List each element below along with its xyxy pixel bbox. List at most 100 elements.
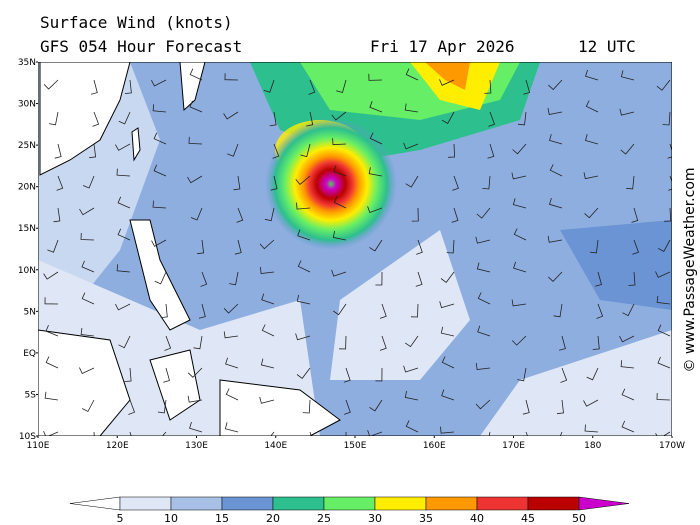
wind-barb bbox=[161, 431, 167, 436]
wind-barb bbox=[476, 262, 491, 273]
wind-barb bbox=[523, 79, 531, 95]
wind-barb bbox=[369, 101, 383, 113]
legend-swatch bbox=[221, 496, 274, 511]
wind-barb bbox=[92, 111, 100, 127]
wind-barb bbox=[517, 111, 527, 126]
wind-barb bbox=[259, 396, 275, 404]
wind-barb bbox=[476, 207, 491, 219]
wind-barb bbox=[448, 143, 456, 158]
wind-barb bbox=[151, 79, 167, 87]
wind-barb bbox=[189, 68, 203, 81]
lon-label: 140E bbox=[264, 441, 287, 451]
wind-barb bbox=[187, 175, 203, 184]
wind-barb bbox=[261, 324, 275, 337]
wind-barb bbox=[333, 165, 347, 177]
wind-barb bbox=[333, 196, 347, 209]
wind-barb bbox=[584, 207, 599, 219]
wind-barb bbox=[403, 142, 419, 150]
lat-label: 10N bbox=[18, 266, 36, 276]
wind-barb bbox=[198, 303, 206, 319]
title: Surface Wind (knots) bbox=[40, 13, 233, 32]
lat-label: 35N bbox=[18, 58, 36, 68]
wind-barb bbox=[124, 367, 132, 382]
wind-barb bbox=[344, 399, 351, 415]
wind-barb bbox=[306, 111, 314, 127]
lon-label: 130E bbox=[185, 441, 208, 451]
wind-barb bbox=[475, 362, 491, 370]
wind-barb bbox=[272, 143, 280, 159]
legend-label: 25 bbox=[317, 512, 331, 525]
wind-barb bbox=[596, 303, 604, 319]
wind-barb bbox=[517, 367, 527, 382]
wind-barb bbox=[451, 207, 459, 223]
wind-barb bbox=[475, 399, 491, 410]
wind-barb bbox=[656, 295, 671, 305]
wind-barb bbox=[187, 395, 203, 403]
wind-barb bbox=[586, 367, 599, 381]
wind-barb bbox=[375, 271, 383, 286]
wind-barb bbox=[223, 303, 239, 314]
wind-barb bbox=[556, 399, 564, 415]
wind-barb bbox=[662, 111, 671, 126]
lat-label: 30N bbox=[18, 100, 36, 110]
wind-barb bbox=[553, 303, 563, 318]
wind-barb bbox=[124, 79, 132, 94]
wind-barb bbox=[548, 79, 563, 91]
legend-label: 45 bbox=[521, 512, 535, 525]
wind-barb bbox=[475, 236, 491, 244]
wind-barb bbox=[233, 175, 241, 191]
wind-barb bbox=[197, 239, 205, 255]
wind-barb bbox=[622, 303, 635, 317]
wind-barb bbox=[79, 367, 95, 375]
wind-barb bbox=[90, 79, 98, 95]
wind-barb bbox=[585, 100, 599, 113]
wind-barb bbox=[118, 111, 131, 125]
wind-barb bbox=[631, 207, 639, 223]
legend-swatch bbox=[425, 496, 478, 511]
wind-barb bbox=[585, 134, 599, 145]
wind-barb bbox=[404, 335, 419, 348]
wind-barb bbox=[260, 266, 275, 274]
wind-barb bbox=[56, 175, 64, 191]
wind-barb bbox=[441, 111, 455, 124]
lat-label: 10S bbox=[19, 432, 36, 442]
land-new-guinea bbox=[219, 379, 341, 436]
wind-barb bbox=[189, 421, 203, 433]
wind-barb bbox=[632, 239, 640, 255]
wind-barb bbox=[261, 293, 275, 305]
wind-barb bbox=[595, 271, 602, 287]
wind-barb bbox=[152, 104, 167, 113]
wind-barb bbox=[53, 207, 61, 223]
wind-barb bbox=[511, 299, 527, 307]
legend-label: 40 bbox=[470, 512, 484, 525]
wind-barb bbox=[589, 239, 599, 254]
wind-barb bbox=[200, 271, 208, 287]
land-philippines bbox=[129, 219, 191, 331]
legend-arrow-high bbox=[578, 496, 630, 511]
wind-barb bbox=[43, 430, 59, 436]
wind-barb bbox=[117, 196, 131, 209]
wind-barb bbox=[234, 239, 242, 255]
wind-barbs bbox=[43, 68, 672, 436]
wind-barb bbox=[153, 164, 167, 177]
wind-barb bbox=[339, 335, 347, 350]
wind-barb bbox=[368, 73, 383, 81]
wind-barb bbox=[116, 264, 131, 273]
wind-barb bbox=[54, 143, 62, 159]
moderate-wind-zone bbox=[560, 220, 672, 310]
wind-barb bbox=[229, 271, 239, 286]
legend-swatch bbox=[170, 496, 223, 511]
wind-barb bbox=[668, 175, 672, 191]
wind-barb bbox=[547, 108, 563, 115]
wind-barb bbox=[82, 399, 95, 413]
wind-barb bbox=[656, 79, 671, 91]
wind-barb bbox=[44, 391, 59, 401]
wind-barb bbox=[367, 430, 383, 436]
lon-label: 170E bbox=[502, 441, 525, 451]
wind-barb bbox=[628, 271, 636, 286]
wind-barb bbox=[522, 399, 530, 415]
wind-barb bbox=[441, 356, 455, 369]
wind-barb bbox=[331, 269, 347, 277]
wind-barb bbox=[157, 399, 167, 414]
